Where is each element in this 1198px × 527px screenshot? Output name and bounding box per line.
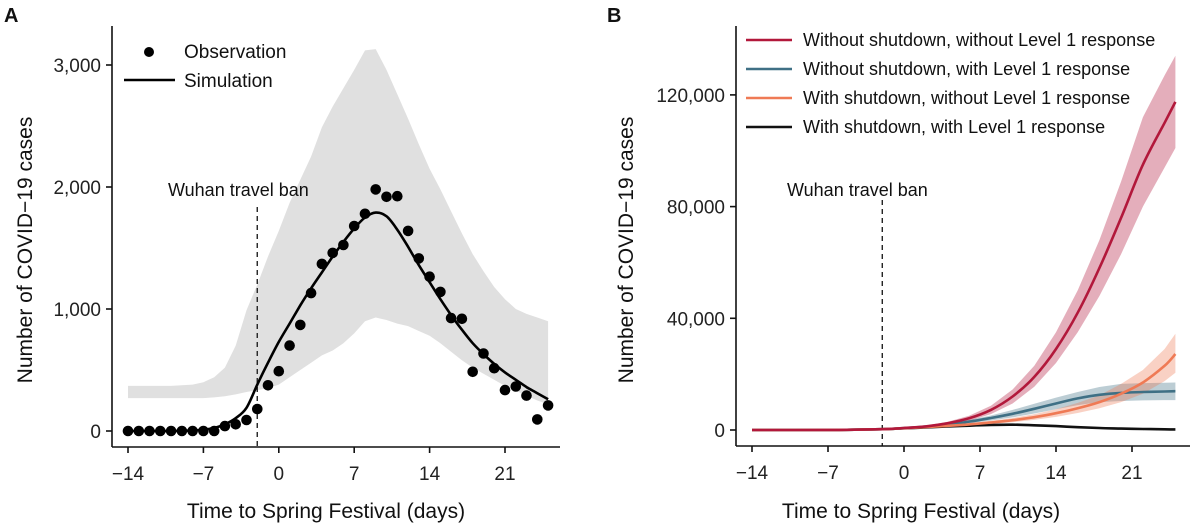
observation-point [327,247,339,259]
panel-a-legend: Observation Simulation [124,42,286,92]
legend-label-4: With shutdown, with Level 1 response [803,117,1105,137]
observation-point [144,425,155,437]
panel-a-x-tick-label: −14 [112,464,145,485]
panel-a-x-tick-label: 0 [274,464,285,485]
observation-point [348,220,360,232]
observation-point [542,400,554,411]
panel-b-y-ticks: 0 40,000 80,000 120,000 [656,86,736,442]
observation-point [230,419,241,430]
observation-point [370,184,382,195]
observation-point [262,380,274,391]
observation-point [305,287,317,299]
observation-point [521,390,532,401]
observation-point [445,312,457,324]
observation-point [273,365,285,377]
observation-point [532,414,543,425]
observation-point [338,239,349,251]
panel-b-legend: Without shutdown, without Level 1 respon… [746,30,1155,137]
observation-point [241,414,252,426]
confidence-band-area [128,49,549,405]
panel-a-y-tick-label: 2,000 [53,178,101,199]
observation-point [413,253,425,264]
travel-ban-annotation: Wuhan travel ban [787,180,928,200]
legend-simulation-label: Simulation [184,71,273,92]
legend-label-3: With shutdown, without Level 1 response [803,88,1130,108]
observation-point [187,425,198,437]
observation-point [510,381,522,392]
observation-point [251,403,263,415]
panel-a-y-ticks: 0 1,000 2,000 3,000 [53,56,112,443]
panel-b-label: B [607,5,621,27]
panel-a-y-tick-label: 1,000 [53,300,101,321]
panel-a-x-tick-label: 14 [419,464,441,485]
panel-a-x-tick-label: 7 [349,464,360,485]
observation-point [402,225,414,237]
observation-point [219,420,231,432]
scenario-bands [752,55,1176,431]
series-band-1 [752,55,1176,431]
observation-points [122,184,554,437]
panel-a-y-tick-label: 3,000 [53,56,101,77]
observation-point [155,425,166,437]
panel-b-x-ticks: −14 −7 0 7 14 21 [736,446,1143,484]
panel-a-y-axis-title: Number of COVID−19 cases [14,117,37,384]
panel-b-y-tick-label: 80,000 [667,198,725,219]
panel-a-x-tick-label: 21 [494,464,515,485]
observation-point [467,366,479,378]
legend-observation-label: Observation [184,42,286,63]
observation-point [133,425,145,437]
observation-point [499,384,511,396]
panel-a-x-tick-label: −7 [193,464,215,485]
observation-point [316,258,328,270]
panel-a-y-tick-label: 0 [90,422,101,443]
panel-b-x-tick-label: −14 [736,463,769,484]
panel-a-label: A [4,5,18,27]
panel-b-x-tick-label: 0 [899,463,910,484]
panel-b-x-tick-label: 7 [975,463,986,484]
observation-point [488,362,500,374]
observation-point [424,271,435,283]
travel-ban-annotation: Wuhan travel ban [168,180,309,200]
panel-b-x-tick-label: 21 [1121,463,1142,484]
panel-b: B Wuhan travel ban −14 −7 0 7 14 21 0 40,000 80… [607,5,1190,523]
series-band-3 [752,333,1176,430]
panel-b-y-tick-label: 40,000 [667,309,725,330]
panel-b-y-tick-label: 0 [714,421,725,442]
observation-point [359,208,371,220]
panel-a-x-ticks: −14 −7 0 7 14 21 [112,447,516,485]
legend-observation-marker [144,47,154,57]
panel-b-y-axis-title: Number of COVID−19 cases [615,117,638,384]
observation-point [381,191,392,203]
observation-point [122,425,134,437]
legend-label-1: Without shutdown, without Level 1 respon… [803,30,1155,50]
panel-b-axes [735,26,1190,447]
panel-a-axes [111,26,560,448]
observation-point [295,319,306,331]
series-band-2 [752,382,1176,430]
panel-a-x-axis-title: Time to Spring Festival (days) [187,500,465,523]
panel-b-y-tick-label: 120,000 [656,86,725,107]
scenario-lines [752,101,1177,432]
panel-b-x-tick-label: −7 [817,463,839,484]
observation-point [284,340,295,351]
observation-point [165,425,177,437]
observation-point [176,425,188,437]
observation-point [435,286,446,298]
panel-b-x-tick-label: 14 [1045,463,1067,484]
legend-label-2: Without shutdown, with Level 1 response [803,59,1130,79]
panel-b-x-axis-title: Time to Spring Festival (days) [782,500,1060,523]
observation-point [392,190,403,202]
panel-a: A Wuhan travel ban −14 −7 0 7 14 21 0 1,000 2,0… [4,5,560,523]
series-line-1 [752,101,1177,432]
observation-point [208,425,220,437]
observation-point [478,348,489,359]
simulation-confidence-band [128,49,549,405]
observation-point [198,425,209,437]
observation-point [456,313,468,325]
